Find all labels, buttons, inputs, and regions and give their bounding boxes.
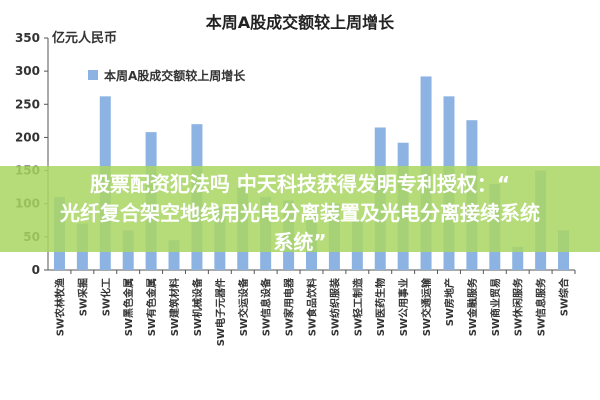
y-tick-label: 350 — [15, 31, 40, 45]
x-tick-label: SW交通运输 — [420, 277, 433, 336]
x-tick-label: SW信息设备 — [260, 277, 273, 336]
chart-title: 本周A股成交额较上周增长 — [206, 13, 395, 32]
legend-swatch — [88, 70, 98, 80]
x-tick-label: SW家用电器 — [283, 277, 296, 336]
x-tick-label: SW轻工制造 — [351, 277, 364, 336]
x-tick-label: SW综合 — [558, 277, 571, 316]
y-tick-label: 200 — [15, 130, 40, 144]
legend: 本周A股成交额较上周增长 — [88, 68, 246, 83]
headline-line-3[interactable]: 系统” — [273, 230, 327, 254]
x-tick-label: SW交运设备 — [237, 277, 250, 336]
x-tick-label: SW黑色金属 — [122, 278, 135, 336]
x-tick-label: SW金融服务 — [466, 277, 479, 336]
legend-label: 本周A股成交额较上周增长 — [104, 68, 246, 83]
bar-6 — [168, 240, 180, 270]
x-tick-label: SW有色金属 — [145, 278, 158, 336]
x-tick-label: SW建筑材料 — [168, 278, 181, 336]
headline-line-2[interactable]: 光纤复合架空地线用光电分离装置及光电分离接续系统 — [60, 201, 540, 225]
y-tick-label: 300 — [15, 64, 40, 78]
x-tick-label: SW化工 — [99, 278, 112, 316]
x-tick-label: SW食品饮料 — [306, 278, 319, 336]
x-tick-label: SW纺织服装 — [328, 278, 341, 336]
headline-line-1[interactable]: 股票配资犯法吗 中天科技获得发明专利授权：“ — [89, 172, 511, 196]
headline-banner[interactable] — [0, 166, 600, 252]
x-tick-label: SW房地产 — [443, 278, 456, 326]
y-tick-label: 0 — [32, 263, 40, 277]
x-tick-label: SW公用事业 — [397, 278, 410, 336]
x-tick-label: SW机械设备 — [191, 277, 204, 336]
x-tick-label: SW商业贸易 — [489, 278, 502, 336]
y-axis-unit-label: 亿元人民币 — [52, 30, 117, 46]
x-tick-label: SW电子元器件 — [214, 278, 227, 346]
bar-21 — [512, 246, 524, 270]
x-tick-label: SW信息服务 — [535, 277, 548, 336]
x-tick-label: SW休闲服务 — [512, 277, 525, 336]
x-tick-label: SW医药生物 — [374, 278, 387, 336]
x-axis-labels: SW农林牧渔 SW采掘 SW化工 SW黑色金属 SW有色金属 SW建筑材料 SW机械设备 SW… — [53, 270, 576, 346]
x-tick-label: SW农林牧渔 — [53, 278, 66, 336]
y-tick-label: 250 — [15, 97, 40, 111]
x-tick-label: SW采掘 — [76, 278, 89, 316]
